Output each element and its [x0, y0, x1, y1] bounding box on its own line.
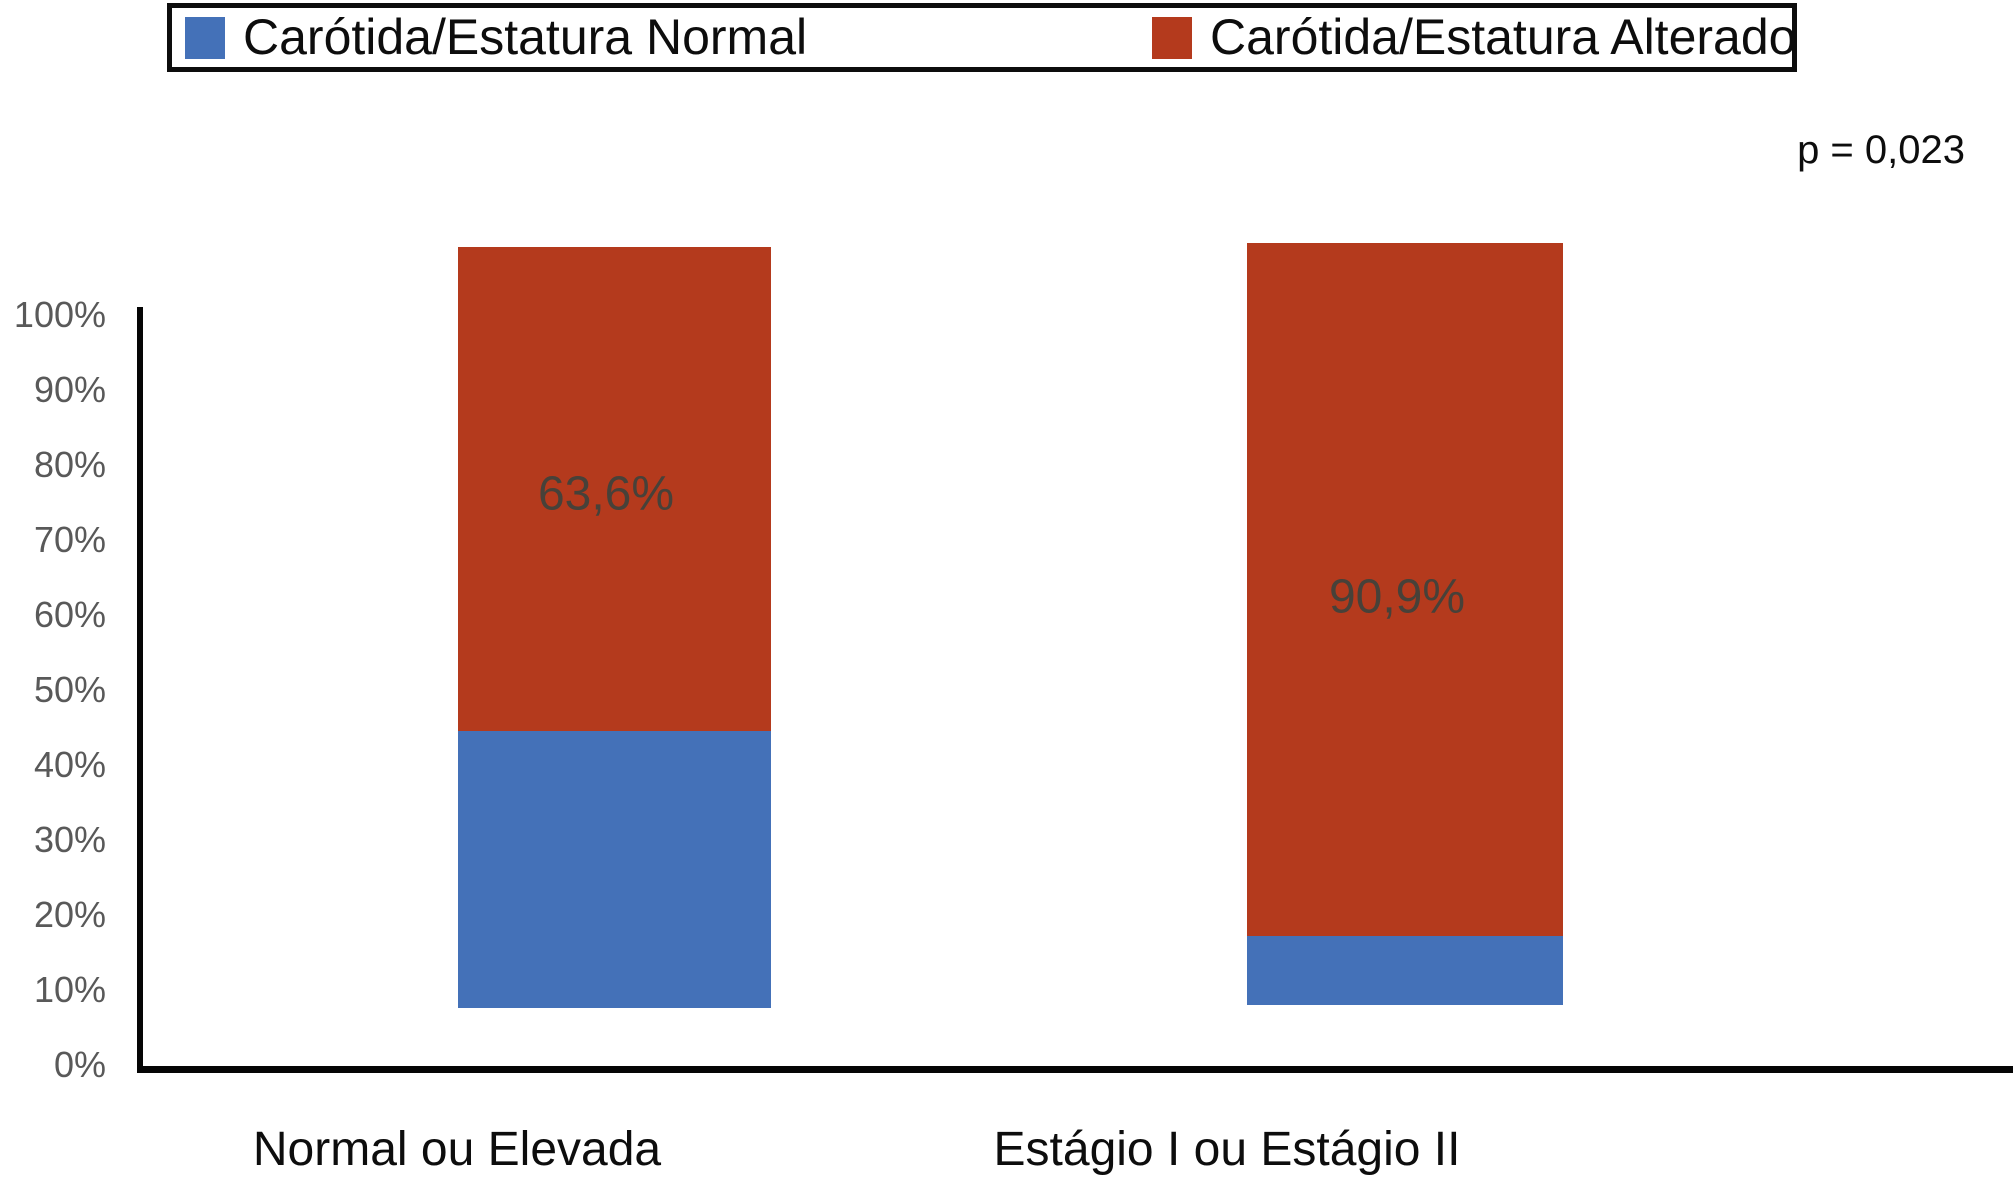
bar-normal-ou-elevada — [458, 247, 771, 1008]
y-tick-label-90: 90% — [33, 369, 106, 410]
y-tick-label-60: 60% — [33, 594, 106, 635]
x-category-label: Estágio I ou Estágio II — [993, 1123, 1461, 1176]
y-tick-label-50: 50% — [33, 669, 106, 710]
y-tick-label-40: 40% — [33, 744, 106, 785]
bar-segment-normal — [1247, 935, 1563, 1005]
y-tick-label-0: 0% — [53, 1044, 106, 1085]
y-tick-label-100: 100% — [13, 294, 106, 335]
y-tick-label-30: 30% — [33, 819, 106, 860]
y-tick-label-80: 80% — [33, 444, 106, 485]
legend-swatch-alterado — [1152, 16, 1192, 59]
y-tick-label-10: 10% — [33, 969, 106, 1010]
legend-swatch-normal — [185, 16, 225, 59]
y-axis-line — [137, 307, 143, 1073]
legend-box: Carótida/Estatura Normal Carótida/Estatu… — [167, 3, 1797, 72]
x-category-label: Normal ou Elevada — [252, 1123, 662, 1176]
bar-segment-alterado — [1247, 243, 1563, 936]
bar-segment-normal — [458, 731, 771, 1008]
y-tick-label-70: 70% — [33, 519, 106, 560]
legend-item-alterado: Carótida/Estatura Alterado — [1152, 8, 1796, 67]
p-value-annotation: p = 0,023 — [1797, 128, 1965, 172]
legend-label-alterado: Carótida/Estatura Alterado — [1210, 9, 1797, 65]
bar-value-label: 63,6% — [537, 467, 675, 521]
legend-item-normal: Carótida/Estatura Normal — [185, 8, 807, 67]
x-axis-line — [137, 1066, 2013, 1073]
bar-estagio-i-ou-ii — [1247, 243, 1563, 1005]
legend-label-normal: Carótida/Estatura Normal — [243, 9, 808, 65]
bar-segment-alterado — [458, 247, 771, 731]
y-tick-label-20: 20% — [33, 894, 106, 935]
bar-value-label: 90,9% — [1328, 570, 1466, 624]
